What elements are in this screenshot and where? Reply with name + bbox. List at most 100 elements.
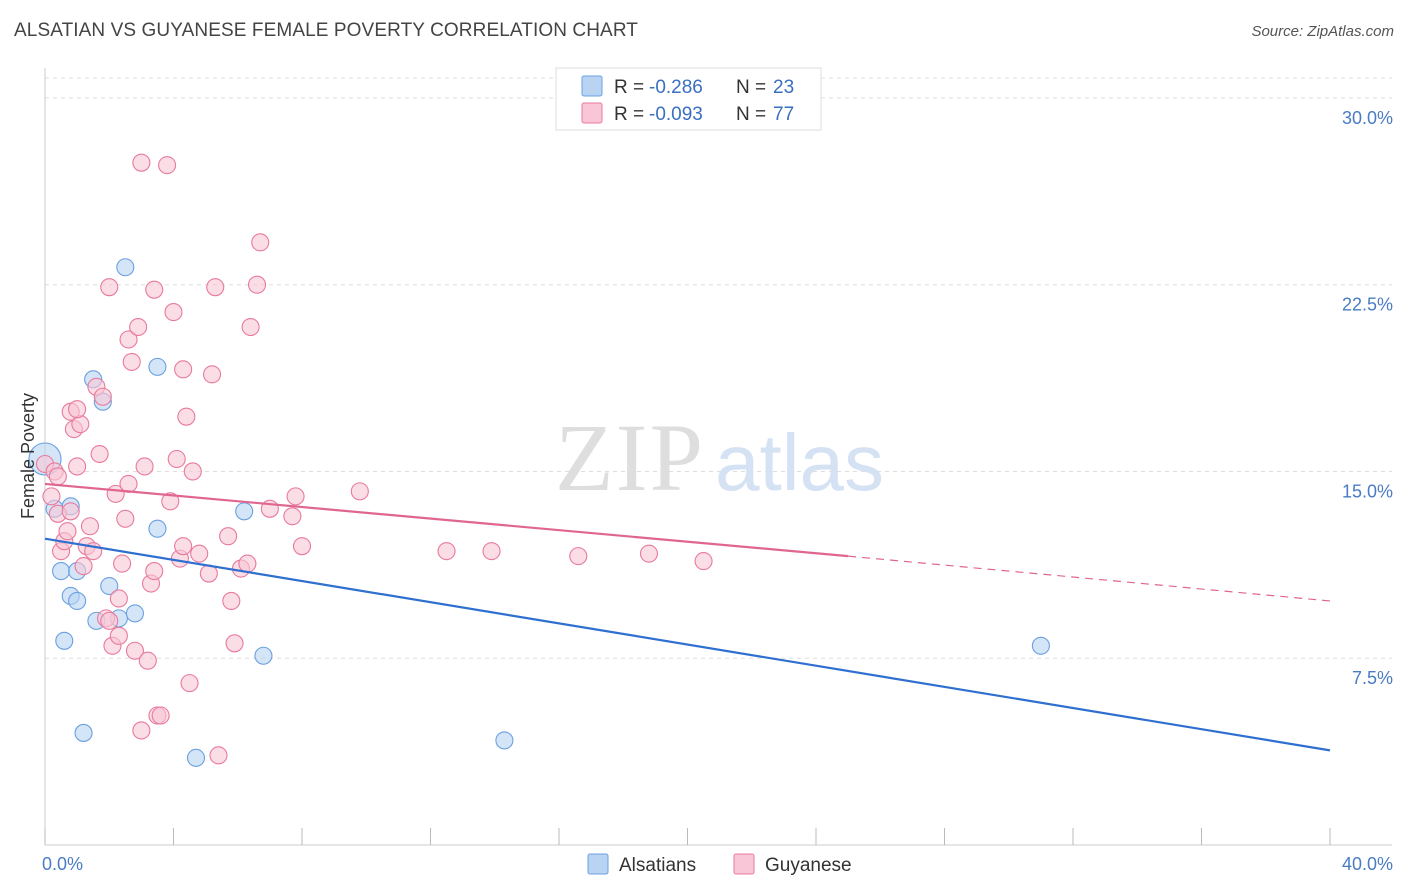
guyanese-point — [222, 591, 241, 611]
guyanese-point — [80, 517, 100, 536]
legend-swatch — [581, 75, 603, 97]
guyanese-point — [569, 547, 588, 566]
guyanese-point — [145, 280, 164, 299]
guyanese-point — [209, 746, 228, 765]
guyanese-point — [437, 542, 456, 561]
alsatians-point — [100, 576, 119, 596]
alsatians-point — [148, 519, 167, 538]
guyanese-point — [68, 457, 87, 476]
guyanese-point — [138, 651, 157, 670]
y-tick-label: 7.5% — [1352, 668, 1393, 688]
guyanese-point — [145, 562, 164, 581]
legend-r-value: -0.093 — [649, 104, 703, 125]
alsatians-trend-line — [44, 537, 1331, 752]
y-tick-label: 22.5% — [1342, 295, 1393, 315]
chart-source: Source: ZipAtlas.com — [1251, 23, 1394, 40]
y-axis-title: Female Poverty — [18, 393, 38, 519]
guyanese-point — [42, 487, 61, 506]
guyanese-point — [119, 330, 138, 349]
guyanese-point — [241, 317, 260, 337]
guyanese-point — [183, 462, 202, 481]
guyanese-point — [100, 611, 119, 630]
guyanese-trend-extension — [848, 555, 1331, 602]
guyanese-point — [71, 415, 90, 434]
guyanese-point — [639, 544, 659, 563]
alsatians-point — [148, 357, 167, 376]
guyanese-point — [167, 449, 186, 469]
guyanese-point — [203, 365, 222, 384]
guyanese-point — [482, 542, 501, 561]
alsatians-point — [235, 502, 254, 521]
bottom-legend-swatch — [587, 853, 609, 875]
bottom-legend-label: Alsatians — [619, 855, 696, 876]
legend-r-label: R = — [614, 77, 644, 98]
guyanese-point — [129, 317, 148, 337]
guyanese-point — [109, 589, 128, 608]
legend-swatch — [581, 102, 603, 124]
x-tick-label: 40.0% — [1342, 854, 1393, 874]
guyanese-trend-line — [44, 482, 849, 558]
alsatians-point — [74, 723, 93, 742]
guyanese-point — [219, 527, 238, 546]
guyanese-point — [125, 641, 144, 660]
guyanese-point — [164, 303, 183, 322]
alsatians-point — [116, 258, 135, 277]
data-points — [28, 153, 1050, 767]
legend-n-value: 23 — [773, 77, 794, 98]
guyanese-point — [286, 487, 305, 506]
guyanese-point — [132, 721, 151, 740]
guyanese-point — [151, 706, 170, 725]
guyanese-point — [122, 352, 141, 371]
alsatians-point — [68, 591, 87, 611]
y-tick-label: 30.0% — [1342, 108, 1393, 128]
guyanese-point — [177, 407, 196, 426]
legend: R = -0.286 N = 23 R = -0.093 N = 77 — [555, 67, 822, 131]
alsatians-point — [186, 748, 206, 767]
guyanese-point — [58, 522, 77, 541]
guyanese-point — [292, 537, 312, 556]
legend-n-label: N = — [736, 77, 766, 98]
x-tick-label: 0.0% — [42, 854, 83, 874]
bottom-legend: Alsatians Guyanese — [587, 853, 852, 876]
bottom-legend-swatch — [733, 853, 755, 875]
guyanese-point — [93, 387, 112, 406]
guyanese-point — [158, 156, 177, 175]
guyanese-point — [113, 554, 132, 573]
guyanese-point — [190, 544, 209, 563]
guyanese-point — [90, 444, 109, 464]
alsatians-point — [495, 731, 514, 750]
alsatians-point — [125, 604, 144, 623]
legend-r-label: R = — [614, 104, 644, 125]
legend-r-value: -0.286 — [649, 77, 703, 98]
guyanese-point — [48, 467, 67, 486]
legend-n-value: 77 — [773, 104, 794, 125]
legend-n-label: N = — [736, 104, 766, 125]
tick-labels: 7.5% 15.0% 22.5% 30.0% 0.0% 40.0% Female Pover… — [18, 108, 1393, 874]
alsatians-point — [1031, 636, 1050, 655]
guyanese-point — [161, 492, 180, 511]
guyanese-point — [174, 360, 193, 379]
guyanese-point — [74, 557, 93, 576]
guyanese-point — [174, 537, 193, 556]
guyanese-point — [251, 233, 270, 252]
guyanese-point — [238, 554, 257, 573]
guyanese-point — [135, 457, 154, 476]
guyanese-point — [180, 674, 199, 693]
alsatians-point — [254, 646, 273, 665]
guyanese-point — [350, 482, 369, 501]
alsatians-point — [55, 631, 74, 650]
guyanese-point — [116, 509, 135, 528]
trend-lines — [44, 482, 1331, 752]
y-tick-label: 15.0% — [1342, 481, 1393, 501]
chart-title: ALSATIAN VS GUYANESE FEMALE POVERTY CORR… — [14, 20, 639, 41]
guyanese-point — [100, 278, 119, 297]
watermark: ZIP atlas — [555, 404, 884, 511]
guyanese-point — [694, 552, 713, 571]
alsatians-point — [52, 562, 71, 581]
watermark-atlas: atlas — [715, 418, 884, 507]
guyanese-point — [225, 634, 244, 653]
guyanese-point — [247, 275, 267, 294]
bottom-legend-label: Guyanese — [765, 855, 852, 876]
guyanese-point — [283, 507, 302, 526]
